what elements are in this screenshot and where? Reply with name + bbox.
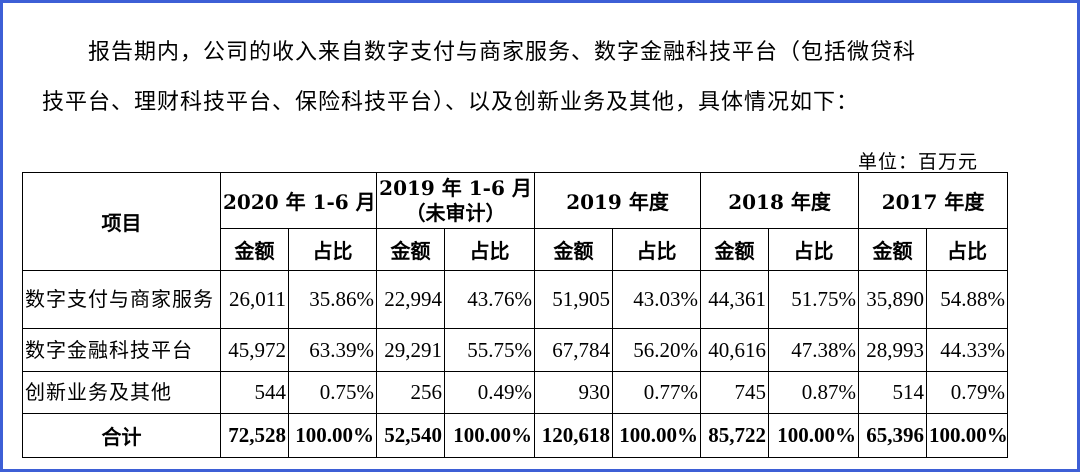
ratio-header: 占比 — [611, 228, 702, 271]
item-header: 项目 — [22, 172, 221, 271]
ratio-cell: 55.75% — [444, 328, 535, 372]
ratio-cell: 100.00% — [611, 413, 702, 458]
ratio-cell: 100.00% — [444, 413, 535, 458]
ratio-cell: 43.76% — [444, 270, 535, 329]
row-label: 数字金融科技平台 — [22, 328, 221, 372]
amount-cell: 29,291 — [376, 328, 445, 372]
period-header: 2019 年 1-6 月（未审计） — [376, 172, 535, 229]
amount-cell: 51,905 — [534, 270, 613, 329]
ratio-header: 占比 — [768, 228, 860, 271]
ratio-cell: 54.88% — [926, 270, 1009, 329]
ratio-cell: 100.00% — [288, 413, 377, 458]
ratio-cell: 51.75% — [768, 270, 860, 329]
amount-cell: 745 — [700, 371, 770, 414]
amount-cell: 544 — [220, 371, 289, 414]
total-row: 合计 72,528 100.00% 52,540 100.00% 120,618… — [22, 413, 1009, 458]
amount-cell: 67,784 — [534, 328, 613, 372]
amount-header: 金额 — [858, 228, 928, 271]
ratio-cell: 0.75% — [288, 371, 377, 414]
ratio-cell: 0.49% — [444, 371, 535, 414]
ratio-cell: 35.86% — [288, 270, 377, 329]
total-label: 合计 — [22, 413, 221, 458]
unit-label: 单位：百万元 — [858, 151, 979, 173]
row-label: 数字支付与商家服务 — [22, 270, 221, 329]
intro-line-2: 技平台、理财科技平台、保险科技平台）、以及创新业务及其他，具体情况如下： — [42, 90, 860, 115]
amount-header: 金额 — [220, 228, 289, 271]
ratio-cell: 100.00% — [926, 413, 1009, 458]
amount-cell: 85,722 — [700, 413, 770, 458]
ratio-cell: 0.87% — [768, 371, 860, 414]
amount-cell: 22,994 — [376, 270, 445, 329]
period-header: 2017 年度 — [858, 172, 1009, 229]
amount-cell: 28,993 — [858, 328, 928, 372]
amount-header: 金额 — [376, 228, 445, 271]
ratio-cell: 100.00% — [768, 413, 860, 458]
table-row: 数字支付与商家服务 26,011 35.86% 22,994 43.76% 51… — [22, 270, 1009, 329]
period-header: 2019 年度 — [533, 172, 702, 229]
header-row-periods: 项目 2020 年 1-6 月 2019 年 1-6 月（未审计） 2019 年… — [22, 172, 1009, 271]
table-row: 创新业务及其他 544 0.75% 256 0.49% 930 0.77% 74… — [22, 371, 1009, 414]
amount-header: 金额 — [700, 228, 770, 271]
revenue-table: 项目 2020 年 1-6 月 2019 年 1-6 月（未审计） 2019 年… — [22, 172, 1009, 458]
row-label: 创新业务及其他 — [22, 371, 221, 414]
amount-cell: 44,361 — [700, 270, 770, 329]
ratio-cell: 47.38% — [768, 328, 860, 372]
ratio-cell: 63.39% — [288, 328, 377, 372]
period-header: 2020 年 1-6 月 — [220, 172, 377, 229]
ratio-header: 占比 — [288, 228, 377, 271]
amount-cell: 514 — [858, 371, 928, 414]
amount-cell: 52,540 — [376, 413, 445, 458]
amount-cell: 40,616 — [700, 328, 770, 372]
table-row: 数字金融科技平台 45,972 63.39% 29,291 55.75% 67,… — [22, 328, 1009, 372]
amount-cell: 256 — [376, 371, 445, 414]
ratio-cell: 44.33% — [926, 328, 1009, 372]
intro-line-1: 报告期内，公司的收入来自数字支付与商家服务、数字金融科技平台（包括微贷科 — [88, 40, 917, 65]
amount-cell: 65,396 — [858, 413, 928, 458]
ratio-cell: 0.79% — [926, 371, 1009, 414]
amount-cell: 120,618 — [534, 413, 613, 458]
ratio-cell: 43.03% — [611, 270, 702, 329]
ratio-cell: 0.77% — [611, 371, 702, 414]
period-header: 2018 年度 — [700, 172, 860, 229]
intro-paragraph: 报告期内，公司的收入来自数字支付与商家服务、数字金融科技平台（包括微贷科 技平台… — [42, 28, 1002, 128]
ratio-cell: 56.20% — [611, 328, 702, 372]
ratio-header: 占比 — [926, 228, 1009, 271]
amount-cell: 26,011 — [220, 270, 289, 329]
amount-header: 金额 — [534, 228, 613, 271]
ratio-header: 占比 — [444, 228, 535, 271]
amount-cell: 35,890 — [858, 270, 928, 329]
amount-cell: 45,972 — [220, 328, 289, 372]
amount-cell: 930 — [534, 371, 613, 414]
amount-cell: 72,528 — [220, 413, 289, 458]
